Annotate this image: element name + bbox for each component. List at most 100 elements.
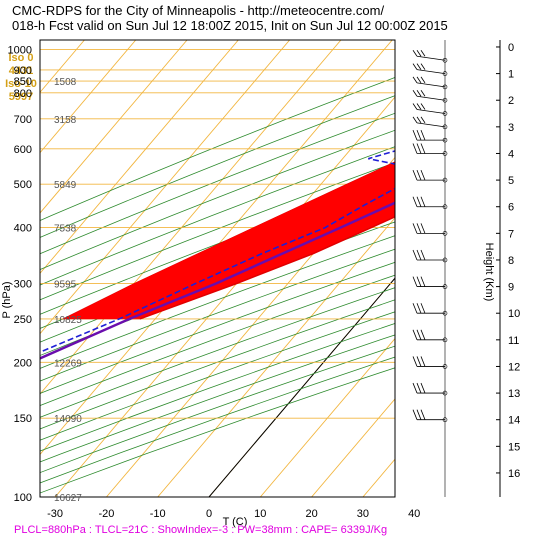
wind-barb-feather [412, 356, 418, 367]
temperature-tick-label: 40 [408, 508, 420, 520]
wind-barb-feather [416, 329, 422, 340]
wind-barb-feather [412, 130, 418, 141]
geopotential-label: 16627 [54, 493, 82, 504]
wind-barb-feather [412, 303, 418, 314]
cape-red-overlay [62, 161, 395, 319]
wind-barb-feather [412, 196, 418, 207]
pressure-tick-label: 600 [14, 144, 32, 156]
wind-barb-feather [412, 103, 418, 110]
wind-barb-feather [420, 196, 426, 207]
height-tick-label: 10 [508, 308, 520, 320]
isotherm-line [40, 40, 290, 335]
wind-barb-feather [416, 63, 422, 70]
dry-adiabat-line [40, 311, 395, 441]
isotherm-line [414, 40, 540, 497]
isotherm-line [466, 40, 540, 497]
geopotential-label: 7538 [54, 224, 77, 235]
wind-barb-feather [420, 356, 426, 367]
wind-barb-feather [420, 50, 426, 57]
height-tick-label: 13 [508, 388, 520, 400]
dry-adiabat-line [40, 235, 395, 369]
wind-barb-feather [420, 276, 426, 287]
x-axis-label: T (C) [223, 516, 248, 528]
isotherm-line [40, 40, 239, 275]
isotherm-line [157, 217, 395, 497]
wind-barb-feather [412, 223, 418, 234]
wind-barb-column [412, 40, 448, 497]
pressure-tick-label: 150 [14, 413, 32, 425]
temperature-tick-label: 0 [206, 508, 212, 520]
pressure-tick-label: 100 [14, 492, 32, 504]
wind-barb-feather [412, 382, 418, 394]
parcel-indices: PLCL=880hPa : TLCL=21C : ShowIndex=-3 : … [14, 524, 388, 536]
wind-barb-feather [412, 89, 418, 97]
pressure-tick-label: 400 [14, 223, 32, 235]
geopotential-label: 9595 [54, 279, 77, 290]
wind-barb-feather [416, 103, 422, 110]
wind-barb-feather [416, 116, 422, 124]
height-tick-label: 12 [508, 361, 520, 373]
wind-barb [416, 69, 446, 74]
isotherm-line [362, 458, 395, 497]
iso0-value: 4431 [8, 65, 34, 77]
dry-adiabat-line [40, 129, 395, 271]
height-tick-label: 16 [508, 468, 520, 480]
geopotential-label: 5849 [54, 180, 77, 191]
wind-barb-feather [416, 382, 422, 394]
pressure-tick-label: 850 [14, 76, 32, 88]
pressure-tick-label: 1000 [8, 44, 32, 56]
dry-adiabat-line [40, 77, 395, 221]
axis-labels: 1001502002503004005006007008008509001000… [8, 42, 521, 520]
wind-barb [416, 109, 446, 114]
wind-barb-feather [416, 356, 422, 367]
iso10-value: 5997 [8, 91, 34, 103]
dry-adiabat-line [40, 287, 395, 418]
wind-barb [416, 55, 446, 61]
pressure-tick-label: 300 [14, 278, 32, 290]
temperature-tick-label: 30 [357, 508, 369, 520]
temperature-tick-label: 10 [254, 508, 266, 520]
wind-barb-feather [416, 143, 422, 154]
title-line-1: CMC-RDPS for the City of Minneapolis - h… [12, 3, 385, 18]
temperature-tick-label: 20 [305, 508, 317, 520]
height-tick-label: 15 [508, 441, 520, 453]
isotherm-line [40, 40, 188, 214]
temperature-tick-label: -10 [150, 508, 166, 520]
geopotential-label: 10825 [54, 315, 82, 326]
wind-barb-feather [416, 89, 422, 97]
pressure-tick-label: 500 [14, 179, 32, 191]
height-tick-label: 9 [508, 282, 514, 294]
temperature-tick-label: -20 [98, 508, 114, 520]
wind-barb-feather [412, 63, 418, 70]
wind-barb-feather [420, 303, 426, 314]
geopotential-label: 3158 [54, 115, 77, 126]
wind-barb-feather [420, 409, 426, 420]
wind-barb [416, 122, 446, 128]
isotherm-line [40, 40, 137, 154]
geopotential-label: 12269 [54, 358, 82, 369]
wind-barb-feather [412, 276, 418, 287]
title-line-2: 018-h Fcst valid on Sun Jul 12 18:00Z 20… [12, 18, 448, 33]
chart-axes [39, 39, 501, 498]
dry-adiabat-line [40, 367, 395, 494]
dry-adiabat-line [40, 95, 395, 238]
wind-barb-feather [420, 223, 426, 234]
wind-barb-feather [416, 50, 422, 57]
height-tick-label: 11 [508, 335, 519, 347]
iso10-label: Iso-10 [5, 78, 37, 90]
wind-barb [416, 95, 446, 101]
height-tick-label: 8 [508, 255, 514, 267]
dry-adiabat-line [40, 248, 395, 382]
height-tick-label: 4 [508, 148, 514, 160]
pressure-tick-label: 900 [14, 65, 32, 77]
wind-barb-feather [420, 329, 426, 340]
pressure-tick-label: 250 [14, 314, 32, 326]
height-tick-label: 3 [508, 122, 514, 134]
wind-barb-feather [416, 223, 422, 234]
dewpoint-line [40, 150, 395, 353]
wind-barb-feather [412, 329, 418, 340]
wind-barb-feather [412, 143, 418, 154]
height-tick-label: 1 [508, 69, 514, 81]
temperature-tick-label: -30 [47, 508, 63, 520]
height-tick-label: 0 [508, 42, 514, 54]
